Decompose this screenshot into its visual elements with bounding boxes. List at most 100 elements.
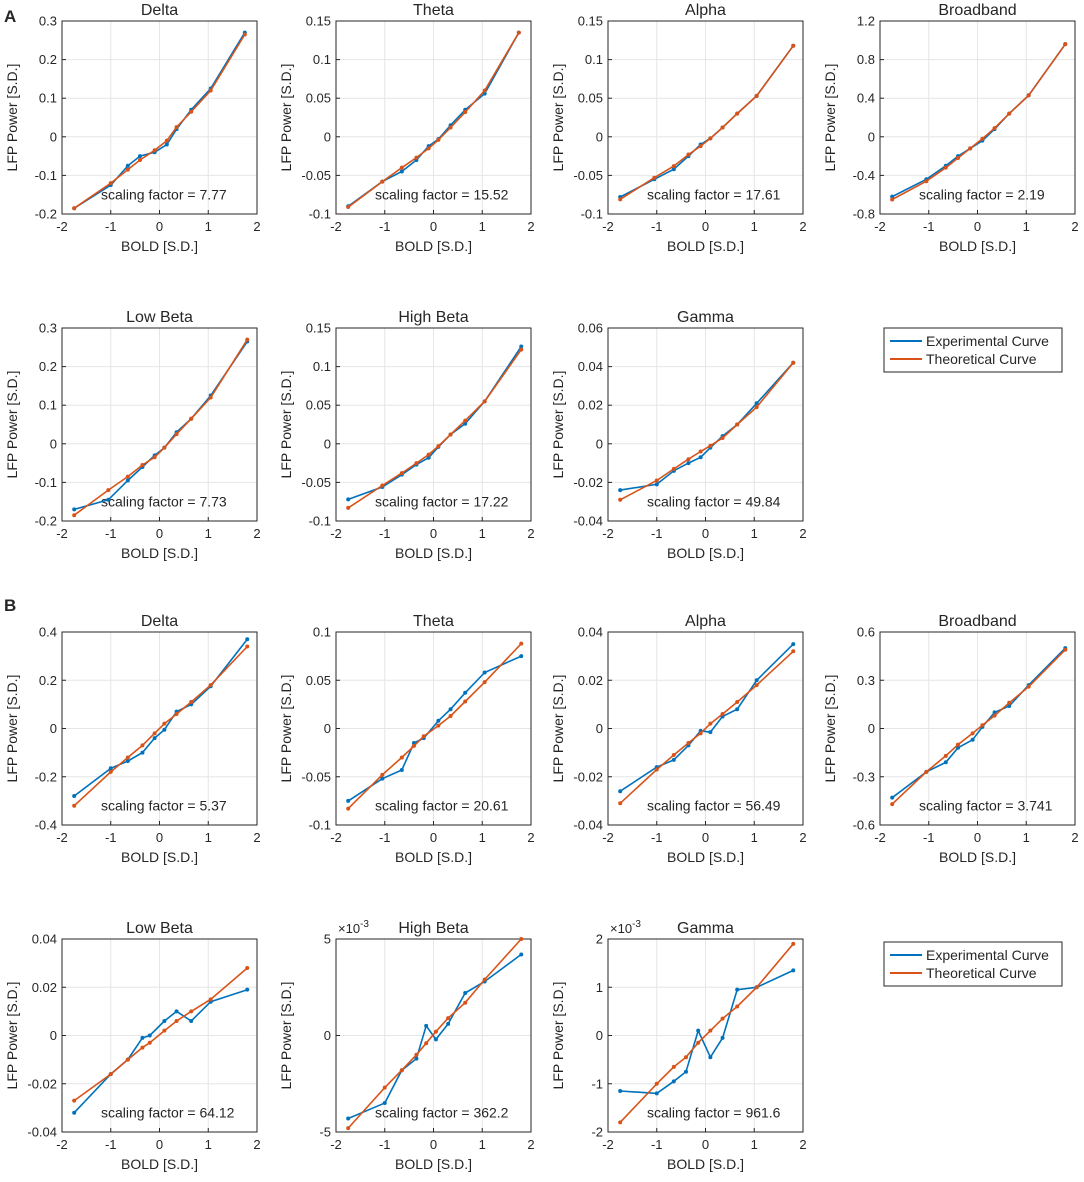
x-tick-label: 1 xyxy=(205,219,212,234)
y-tick-label: 0 xyxy=(596,1028,603,1043)
x-tick-label: 1 xyxy=(479,830,486,845)
data-point-theoretical xyxy=(791,43,796,48)
data-point-theoretical xyxy=(208,88,213,93)
y-tick-label: -0.8 xyxy=(853,207,875,222)
x-tick-label: 1 xyxy=(751,219,758,234)
data-point-theoretical xyxy=(654,1081,659,1086)
x-axis-label: BOLD [S.D.] xyxy=(121,238,198,254)
data-point-theoretical xyxy=(174,125,179,130)
chart-title: Theta xyxy=(413,2,454,19)
data-point-experimental xyxy=(346,497,351,502)
x-tick-label: 2 xyxy=(799,1137,806,1152)
series-line-experimental xyxy=(620,969,794,1095)
exponent-base: ×10 xyxy=(610,921,632,936)
y-tick-label: 0 xyxy=(50,436,57,451)
data-point-theoretical xyxy=(1063,42,1068,47)
data-point-theoretical xyxy=(147,1040,152,1045)
data-point-theoretical xyxy=(686,152,691,157)
data-point-experimental xyxy=(426,455,431,460)
data-point-experimental xyxy=(433,1037,438,1042)
x-tick-label: 0 xyxy=(702,1137,709,1152)
data-point-theoretical xyxy=(208,683,213,688)
y-tick-label: -0.1 xyxy=(35,168,57,183)
y-tick-label: -0.05 xyxy=(301,168,331,183)
data-point-theoretical xyxy=(164,138,169,143)
x-tick-label: -2 xyxy=(56,830,68,845)
data-point-theoretical xyxy=(791,360,796,365)
data-point-experimental xyxy=(482,670,487,675)
x-tick-label: 0 xyxy=(156,526,163,541)
data-point-experimental xyxy=(654,1091,659,1096)
y-tick-label: 0.15 xyxy=(306,14,331,29)
chart-title: Delta xyxy=(141,613,178,630)
subplot-a-alpha: -2 -1 0 1 2 -0.1 -0.05 0 0.05 0.1 0.15 Alpha BOLD [S… xyxy=(550,2,807,254)
y-tick-label: -1 xyxy=(591,1076,603,1091)
x-axis-label: BOLD [S.D.] xyxy=(395,849,472,865)
series-line-theoretical xyxy=(347,32,520,208)
x-axis-label: BOLD [S.D.] xyxy=(667,545,744,561)
y-tick-label: 1 xyxy=(596,980,603,995)
x-tick-label: -2 xyxy=(330,219,342,234)
data-point-theoretical xyxy=(208,997,213,1002)
x-tick-label: 2 xyxy=(1071,830,1078,845)
x-tick-label: -2 xyxy=(602,526,614,541)
y-axis-label: LFP Power [S.D.] xyxy=(550,982,566,1090)
y-axis-label: LFP Power [S.D.] xyxy=(4,982,20,1090)
x-tick-label: 1 xyxy=(479,526,486,541)
x-tick-label: 1 xyxy=(205,526,212,541)
data-point-experimental xyxy=(448,707,453,712)
y-tick-label: 0 xyxy=(596,436,603,451)
data-point-theoretical xyxy=(138,157,142,162)
data-point-theoretical xyxy=(618,497,623,502)
data-point-theoretical xyxy=(162,1028,167,1033)
scaling-factor-annotation: scaling factor = 20.61 xyxy=(375,798,509,814)
x-tick-label: 2 xyxy=(1071,219,1078,234)
x-tick-label: 0 xyxy=(702,219,709,234)
data-point-theoretical xyxy=(890,197,895,202)
data-point-theoretical xyxy=(399,755,404,760)
data-point-theoretical xyxy=(245,644,250,649)
data-point-theoretical xyxy=(463,1000,468,1005)
data-point-experimental xyxy=(943,760,948,765)
data-point-theoretical xyxy=(519,347,524,352)
y-tick-label: 0.2 xyxy=(39,673,57,688)
x-axis-label: BOLD [S.D.] xyxy=(667,849,744,865)
data-point-theoretical xyxy=(671,1064,676,1069)
data-point-experimental xyxy=(698,455,703,460)
x-tick-label: 0 xyxy=(430,830,437,845)
subplot-b-alpha: -2 -1 0 1 2 -0.04 -0.02 0 0.02 0.04 Alpha BOLD [S.D… xyxy=(550,613,807,865)
scaling-factor-annotation: scaling factor = 17.61 xyxy=(647,187,781,203)
y-axis-exponent: ×10-3 xyxy=(610,919,641,936)
data-point-theoretical xyxy=(720,1016,725,1021)
x-tick-label: 0 xyxy=(702,830,709,845)
data-point-experimental xyxy=(162,1019,167,1024)
x-tick-label: 0 xyxy=(702,526,709,541)
data-point-theoretical xyxy=(968,146,973,151)
y-axis-label: LFP Power [S.D.] xyxy=(550,64,566,172)
data-point-theoretical xyxy=(380,772,385,777)
data-point-theoretical xyxy=(698,144,703,149)
x-tick-label: 2 xyxy=(527,219,534,234)
y-tick-label: 0 xyxy=(596,129,603,144)
data-point-theoretical xyxy=(671,753,676,758)
x-tick-label: 2 xyxy=(799,830,806,845)
data-point-theoretical xyxy=(1026,93,1031,98)
data-point-theoretical xyxy=(970,731,975,736)
series-line-experimental xyxy=(620,362,794,491)
data-point-theoretical xyxy=(446,1016,451,1021)
x-tick-label: 1 xyxy=(205,830,212,845)
data-point-experimental xyxy=(970,737,975,742)
data-point-experimental xyxy=(519,344,524,349)
scaling-factor-annotation: scaling factor = 5.37 xyxy=(101,798,227,814)
data-point-theoretical xyxy=(242,32,247,37)
x-tick-label: -1 xyxy=(379,1137,391,1152)
x-tick-label: 2 xyxy=(253,830,260,845)
x-tick-label: -2 xyxy=(330,1137,342,1152)
x-tick-label: 2 xyxy=(527,1137,534,1152)
data-point-experimental xyxy=(791,968,796,973)
data-point-experimental xyxy=(125,163,130,168)
y-tick-label: -0.2 xyxy=(35,769,57,784)
x-tick-label: -1 xyxy=(651,830,663,845)
data-point-experimental xyxy=(708,1055,713,1060)
y-tick-label: 0.1 xyxy=(313,52,331,67)
